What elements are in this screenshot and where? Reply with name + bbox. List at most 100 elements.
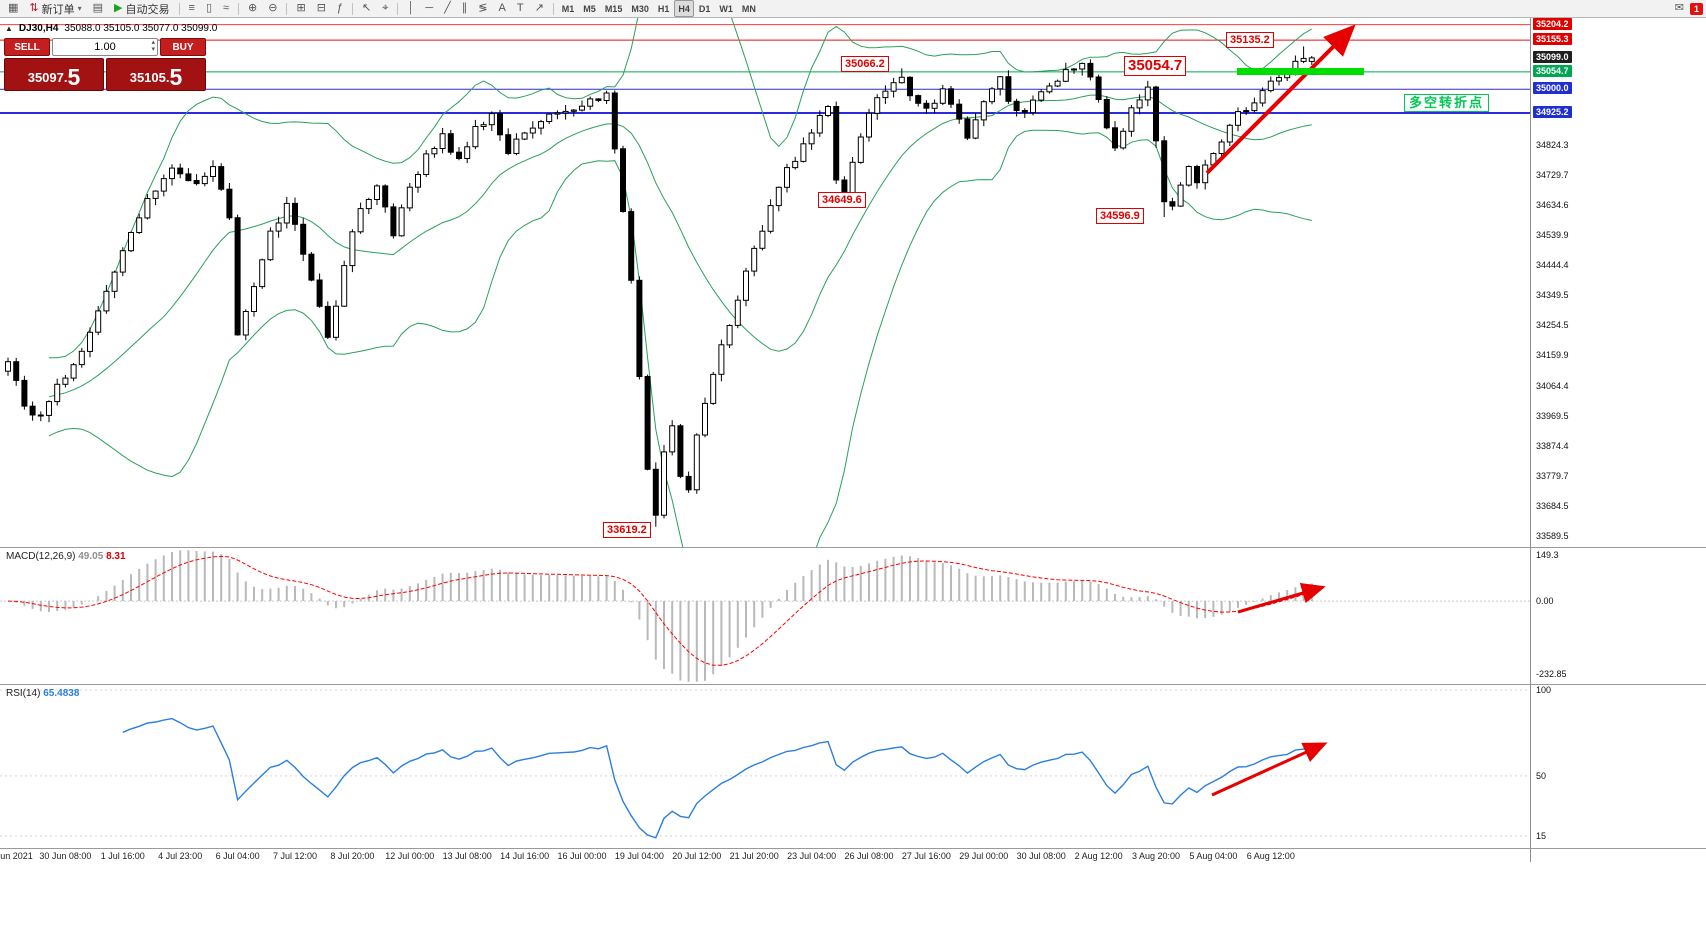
cascade-windows-icon: ⊟ [316, 2, 326, 14]
bar-chart-button[interactable]: ≡ [184, 0, 200, 17]
notification-badge[interactable]: 1 [1689, 2, 1703, 15]
pane-separator-macd[interactable] [0, 547, 1706, 548]
crosshair-button[interactable]: ⌖ [377, 0, 393, 17]
timeframe-h1-button-label: H1 [657, 3, 670, 14]
candlestick-chart-button[interactable]: ▯ [201, 0, 217, 17]
macd-name: MACD(12,26,9) [6, 551, 76, 562]
macd-signal-value: 8.31 [106, 551, 126, 562]
rsi-trend-arrow[interactable] [1211, 742, 1328, 797]
timeframe-m1-button-label: M1 [561, 3, 575, 14]
trendline-icon: ╱ [444, 2, 451, 14]
line-chart-button[interactable]: ≈ [218, 0, 234, 17]
buy-button[interactable]: BUY [160, 38, 206, 56]
new-order-button-caret-icon: ▾ [77, 4, 82, 13]
time-axis-label: 27 Jul 16:00 [901, 851, 951, 861]
collapse-panel-icon[interactable]: ▲ [5, 24, 13, 33]
sell-price-button[interactable]: 35097. 5 [4, 58, 104, 91]
time-axis-label: 30 Jul 08:00 [1016, 851, 1066, 861]
tile-windows-button[interactable]: ⊞ [291, 0, 310, 17]
volume-input[interactable]: 1.00 ▴ ▾ [52, 38, 158, 56]
time-axis-label: 14 Jul 16:00 [500, 851, 550, 861]
tile-windows-icon: ⊞ [296, 2, 306, 14]
price-axis-tag: 35054.7 [1533, 64, 1572, 77]
volume-up-button[interactable]: ▴ [151, 39, 155, 46]
rsi-canvas[interactable] [0, 685, 1530, 848]
macd-axis-tick: 0.00 [1536, 596, 1554, 607]
mail-button[interactable]: ✉ [1670, 0, 1689, 17]
crosshair-icon: ⌖ [382, 2, 389, 14]
new-order-button[interactable]: ⇅ 新订单 ▾ [24, 0, 86, 17]
symbol-name: DJ30,H4 [18, 23, 59, 34]
new-order-icon: ⇅ [29, 2, 39, 14]
timeframe-w1-button[interactable]: W1 [715, 0, 737, 17]
time-axis-label: 19 Jul 04:00 [614, 851, 664, 861]
time-axis-label: 23 Jul 04:00 [787, 851, 837, 861]
macd-main-value: 49.05 [78, 551, 104, 562]
profiles-button[interactable]: ▤ [88, 0, 108, 17]
price-axis[interactable]: 34824.3 34729.7 34634.6 34539.9 34444.4 34349… [1532, 17, 1706, 862]
rsi-axis-tick: 15 [1536, 831, 1547, 841]
timeframe-m30-button-label: M30 [631, 3, 649, 14]
label-icon: T [516, 2, 524, 14]
price-axis-tick: 33969.5 [1536, 410, 1569, 421]
main-toolbar: ▦ ⇅ 新订单 ▾ ▤ ▶ 自动交易 ≡ ▯ ≈ ⊕ ⊖ ⊞ ⊟ ƒ ↖ ⌖ │ ─ ╱ ∥ ≶ A T ↗ M1 M5 M15 M30… [0, 0, 1706, 18]
time-axis-label: 20 Jul 12:00 [672, 851, 722, 861]
macd-trend-arrow[interactable] [1237, 582, 1326, 614]
channel-icon: ∥ [461, 2, 468, 14]
zoom-in-button[interactable]: ⊕ [243, 0, 262, 17]
toolbar-separator [552, 2, 554, 15]
price-axis-tag: 35099.0 [1533, 50, 1572, 63]
volume-down-button[interactable]: ▾ [151, 46, 155, 53]
time-axis-label: 29 Jul 00:00 [959, 851, 1009, 861]
arrows-button[interactable]: ↗ [530, 0, 549, 17]
pane-separator-time [0, 848, 1706, 849]
label-button[interactable]: T [512, 0, 529, 17]
rsi-label: RSI(14) 65.4838 [6, 688, 79, 699]
price-axis-tick: 34824.3 [1536, 139, 1569, 150]
timeframe-m15-button[interactable]: M15 [601, 0, 627, 17]
text-icon: A [498, 2, 506, 14]
timeframe-m30-button[interactable]: M30 [627, 0, 653, 17]
new-chart-icon: ▦ [8, 2, 19, 14]
time-axis-label: 3 Aug 20:00 [1131, 851, 1181, 861]
timeframe-d1-button[interactable]: D1 [695, 0, 715, 17]
new-order-button-label: 新订单 [41, 3, 75, 16]
sell-price-pip: 5 [67, 64, 81, 90]
sell-button[interactable]: SELL [4, 38, 50, 56]
horizontal-line-icon: ─ [425, 2, 434, 14]
timeframe-mn-button[interactable]: MN [738, 0, 760, 17]
macd-canvas[interactable] [0, 548, 1530, 684]
buy-price-button[interactable]: 35105. 5 [106, 58, 206, 91]
zoom-in-icon: ⊕ [248, 2, 258, 14]
new-chart-button[interactable]: ▦ [3, 0, 23, 17]
timeframe-h1-button[interactable]: H1 [654, 0, 674, 17]
pane-separator-rsi[interactable] [0, 684, 1706, 685]
cascade-windows-button[interactable]: ⊟ [312, 0, 331, 17]
zoom-out-button[interactable]: ⊖ [263, 0, 282, 17]
fibonacci-button[interactable]: ≶ [473, 0, 492, 17]
timeframe-m5-button[interactable]: M5 [579, 0, 600, 17]
vertical-line-button[interactable]: │ [402, 0, 419, 17]
time-axis-label: 26 Jul 08:00 [844, 851, 894, 861]
timeframe-h4-button[interactable]: H4 [674, 0, 694, 17]
trendline-button[interactable]: ╱ [439, 0, 456, 17]
text-button[interactable]: A [493, 0, 510, 17]
indicators-button[interactable]: ƒ [332, 0, 348, 17]
timeframe-m1-button[interactable]: M1 [558, 0, 579, 17]
cursor-button[interactable]: ↖ [357, 0, 376, 17]
timeframe-h4-button-label: H4 [678, 3, 690, 14]
price-axis-tick: 34634.6 [1536, 200, 1569, 210]
main-chart-canvas[interactable] [0, 18, 1530, 547]
time-axis-label: 6 Aug 12:00 [1246, 851, 1295, 861]
trend-arrow[interactable] [1205, 24, 1356, 175]
channel-button[interactable]: ∥ [457, 0, 473, 17]
symbol-info: ▲ DJ30,H4 35088.0 35105.0 35077.0 35099.… [5, 23, 217, 34]
horizontal-line-button[interactable]: ─ [420, 0, 438, 17]
one-click-trading-panel: SELL 1.00 ▴ ▾ BUY 35097. 5 35105. 5 [4, 38, 206, 93]
auto-trading-button[interactable]: ▶ 自动交易 [109, 0, 174, 17]
timeframe-m15-button-label: M15 [604, 3, 623, 14]
time-axis-label: 29 Jun 2021 [0, 851, 33, 861]
macd-axis-tick: -232.85 [1536, 668, 1567, 679]
time-axis[interactable]: 29 Jun 2021 30 Jun 08:00 1 Jul 16:00 4 Jul … [0, 849, 1530, 864]
price-axis-tick: 33589.5 [1536, 531, 1569, 542]
